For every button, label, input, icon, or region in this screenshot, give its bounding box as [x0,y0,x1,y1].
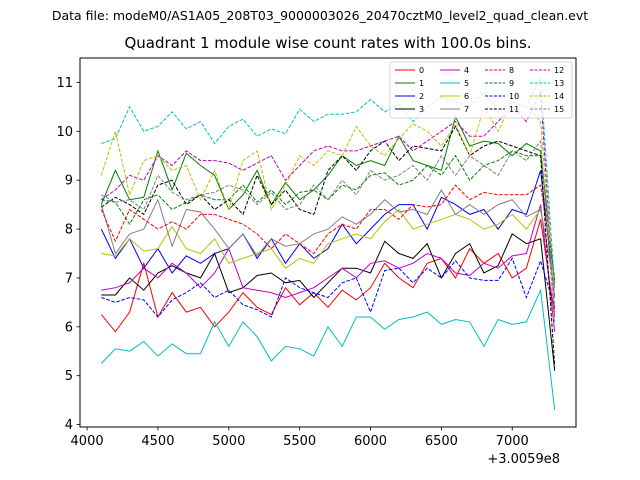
series-line-10 [101,257,556,318]
series-line-14 [100,101,556,303]
series-line-9 [101,150,556,283]
series-line-11 [101,125,556,366]
legend-label-3: 3 [419,105,424,114]
legend-label-4: 4 [464,66,469,75]
y-tick-label: 4 [65,418,73,433]
x-tick-label: 4500 [141,434,174,449]
legend-label-10: 10 [509,92,519,101]
plot-frame [79,57,577,428]
axis-ticks: 4 5 6 7 8 9 10 11 4000 4500 5000 5500 6000 6500 7000 [56,76,528,449]
series-line-8 [100,184,556,278]
y-tick-label: 8 [65,223,73,238]
legend-label-5: 5 [464,79,469,88]
x-tick-label: 5000 [212,434,245,449]
legend-label-12: 12 [554,66,564,75]
x-tick-label: 6000 [354,434,387,449]
legend-label-14: 14 [554,92,564,101]
legend-label-13: 13 [554,79,564,88]
series-line-15 [101,139,556,322]
legend-label-2: 2 [419,92,424,101]
legend-label-11: 11 [509,105,519,114]
series-layer [100,75,556,410]
y-tick-label: 11 [56,76,73,91]
series-line-3 [101,233,556,371]
series-line-7 [100,189,556,288]
y-tick-label: 6 [65,320,73,335]
series-line-12 [101,90,556,313]
series-line-1 [100,115,556,283]
legend-label-6: 6 [464,92,469,101]
chart-title: Quadrant 1 module wise count rates with … [124,34,532,52]
legend-label-15: 15 [554,105,564,114]
x-tick-label: 4000 [71,434,104,449]
x-offset-label: +3.0059e8 [487,452,560,467]
legend-label-7: 7 [464,105,469,114]
y-tick-label: 7 [65,271,73,286]
legend-label-9: 9 [509,79,514,88]
legend-label-0: 0 [419,66,424,75]
figure-suptitle: Data file: modeM0/AS1A05_208T03_90000030… [51,8,589,23]
x-tick-label: 6500 [425,434,458,449]
legend-label-8: 8 [509,66,514,75]
y-tick-label: 5 [65,369,73,384]
legend-label-1: 1 [419,79,424,88]
x-tick-label: 5500 [283,434,316,449]
y-tick-label: 10 [56,125,73,140]
y-tick-label: 9 [65,174,73,189]
series-line-0 [100,219,556,333]
series-line-5 [100,288,556,410]
x-tick-label: 7000 [496,434,529,449]
legend-box [389,61,573,119]
series-line-4 [101,204,556,332]
